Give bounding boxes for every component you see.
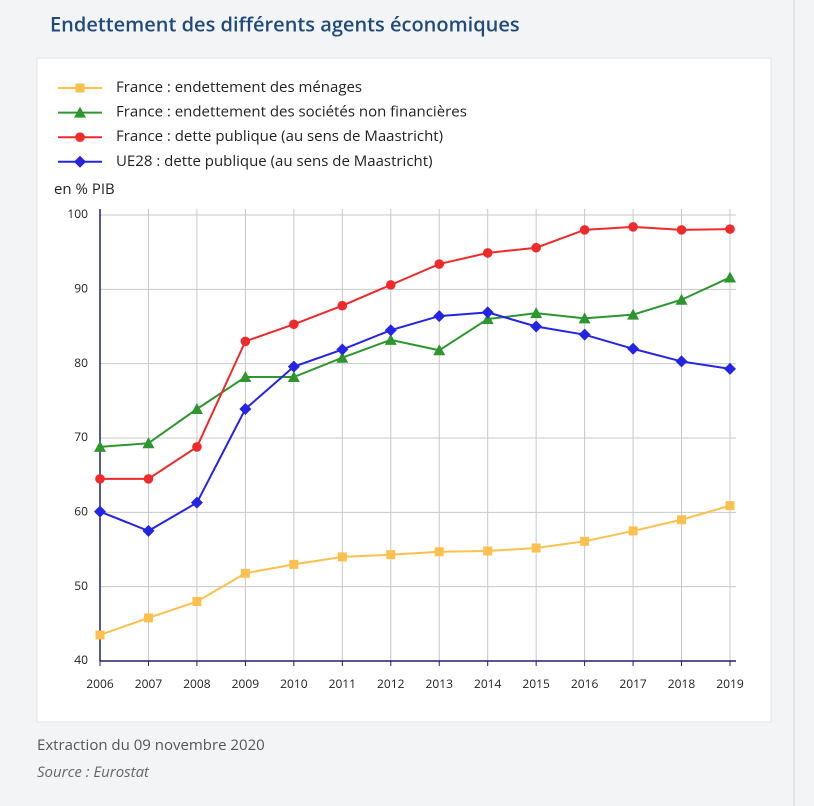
data-point [95, 630, 105, 640]
y-axis-label: en % PIB [54, 179, 115, 199]
data-point [95, 474, 105, 484]
legend-label: France : endettement des ménages [116, 77, 362, 97]
data-point [481, 306, 494, 319]
x-tick-label: 2015 [522, 675, 550, 692]
x-tick-label: 2017 [619, 675, 647, 692]
data-point [386, 550, 396, 560]
data-point [240, 568, 250, 578]
series-line [100, 225, 731, 480]
data-point [142, 437, 155, 449]
legend-marker [74, 106, 86, 118]
y-tick-label: 60 [74, 503, 88, 520]
data-point [433, 344, 446, 356]
series-line [99, 311, 731, 533]
data-point [142, 524, 155, 537]
chart-title: Endettement des différents agents économ… [50, 10, 520, 37]
data-point [289, 319, 299, 330]
data-point [628, 526, 638, 536]
legend-label: UE28 : dette publique (au sens de Maastr… [116, 151, 433, 171]
data-point [384, 324, 397, 337]
legend-marker [74, 155, 86, 168]
data-point [192, 597, 202, 607]
data-point [289, 559, 299, 569]
x-tick-label: 2013 [426, 675, 454, 692]
legend-label: France : endettement des sociétés non fi… [116, 102, 467, 122]
data-point [434, 547, 444, 557]
data-point [578, 328, 591, 341]
data-point [384, 333, 397, 345]
x-tick-label: 2009 [232, 675, 260, 692]
x-tick-label: 2012 [377, 675, 405, 692]
data-point [190, 496, 203, 509]
x-tick-label: 2008 [183, 675, 211, 692]
series-line [99, 276, 731, 448]
source-note: Source : Eurostat [37, 762, 150, 782]
data-point [579, 225, 590, 235]
data-point [580, 536, 590, 546]
x-tick-label: 2018 [668, 675, 696, 692]
x-tick-label: 2010 [280, 675, 308, 692]
legend-marker [75, 83, 85, 93]
series-line [99, 504, 731, 636]
data-point [677, 515, 687, 525]
data-point [434, 259, 445, 269]
x-tick-label: 2011 [329, 675, 356, 692]
data-point [337, 552, 347, 562]
x-tick-label: 2019 [716, 675, 744, 692]
y-tick-label: 100 [67, 205, 88, 222]
x-tick-label: 2007 [135, 675, 163, 692]
legend-label: France : dette publique (au sens de Maas… [116, 126, 443, 146]
chart-panel [36, 57, 772, 723]
data-point [530, 320, 543, 333]
data-point [190, 403, 203, 415]
data-point [143, 474, 154, 484]
x-tick-label: 2016 [571, 675, 599, 692]
data-point [287, 360, 300, 373]
data-point [627, 342, 640, 355]
data-point [725, 501, 735, 511]
x-tick-label: 2006 [86, 675, 114, 692]
legend-marker [75, 132, 85, 142]
data-point [724, 271, 736, 283]
y-tick-label: 80 [74, 354, 88, 371]
data-point [675, 355, 688, 368]
data-point [725, 224, 735, 234]
data-point [143, 613, 153, 623]
data-point [385, 280, 396, 290]
data-point [531, 242, 541, 253]
data-point [94, 505, 106, 518]
data-point [531, 543, 541, 553]
data-point [239, 371, 252, 383]
data-point [94, 440, 106, 452]
data-point [578, 312, 591, 324]
y-tick-label: 50 [74, 577, 88, 594]
data-point [337, 300, 348, 311]
data-point [628, 222, 638, 232]
x-tick-label: 2014 [474, 675, 502, 692]
data-point [239, 403, 252, 416]
data-point [675, 293, 688, 305]
data-point [724, 362, 736, 375]
y-tick-label: 90 [74, 280, 88, 297]
data-point [336, 343, 349, 356]
data-point [192, 442, 202, 452]
y-tick-label: 70 [74, 428, 88, 445]
data-point [336, 351, 349, 363]
data-point [287, 371, 300, 383]
data-point [433, 310, 446, 323]
data-point [481, 313, 494, 325]
data-point [483, 546, 493, 556]
data-point [676, 225, 687, 235]
data-point [240, 336, 251, 347]
data-point [627, 308, 640, 320]
data-point [482, 248, 493, 258]
data-point [530, 307, 543, 319]
y-tick-label: 40 [74, 651, 88, 668]
extraction-note: Extraction du 09 novembre 2020 [37, 735, 265, 755]
